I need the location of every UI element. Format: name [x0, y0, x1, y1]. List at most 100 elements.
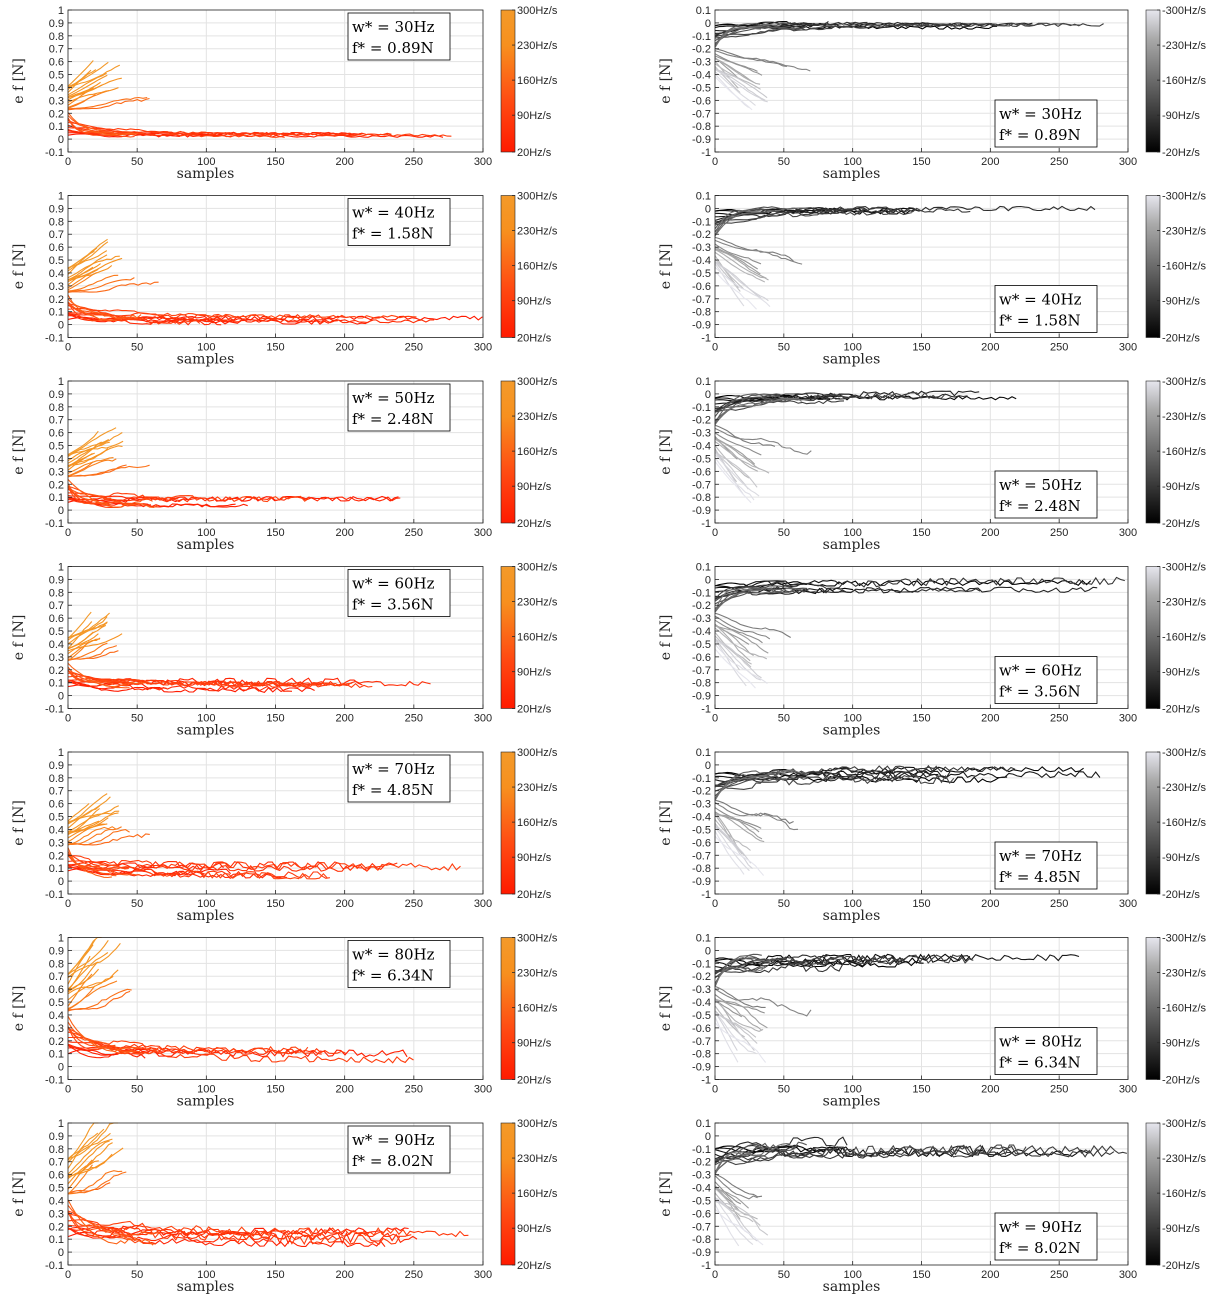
colorbar-label: 20Hz/s: [517, 889, 552, 901]
x-tick-label: 0: [65, 527, 71, 539]
annotation-box: [994, 656, 1098, 704]
annotation-w: w* = 70Hz: [999, 847, 1082, 865]
colorbar-label: -90Hz/s: [1162, 481, 1200, 493]
y-tick-label: 0.9: [49, 18, 64, 30]
y-tick-label: 0: [705, 945, 711, 957]
y-tick-label: -0.3: [692, 57, 711, 69]
colorbar-label: -160Hz/s: [1162, 261, 1207, 273]
annotation-box: [347, 754, 451, 803]
series-line: [714, 1145, 1128, 1163]
series-line: [714, 612, 791, 638]
colorbar: [500, 566, 516, 709]
x-tick-label: 0: [712, 713, 718, 725]
y-tick-label: 0: [705, 1131, 711, 1143]
y-tick-label: -1: [701, 889, 711, 901]
colorbar: [1145, 380, 1161, 524]
panel-right-1: 0 50 100 150 200 250 300 -1-0.9-0.8-0.7-0.6-0.5…: [658, 5, 1207, 182]
y-tick-label: -0.7: [692, 1036, 711, 1048]
y-tick-label: -0.9: [692, 691, 711, 703]
series-line: [67, 1153, 113, 1179]
y-tick-label: -0.2: [692, 44, 711, 56]
y-tick-label: 0.8: [49, 587, 64, 599]
colorbar-label: 160Hz/s: [517, 817, 558, 829]
colorbar-label: -230Hz/s: [1162, 40, 1207, 52]
y-tick-label: -0.6: [692, 466, 711, 478]
series-line: [714, 239, 803, 265]
y-tick-label: -0.7: [692, 108, 711, 120]
series-line: [714, 587, 765, 613]
series-line: [714, 261, 762, 299]
series-line: [67, 810, 120, 833]
x-tick-label: 150: [912, 1084, 930, 1096]
colorbar-label: -90Hz/s: [1162, 1223, 1200, 1235]
x-tick-label: 200: [335, 898, 353, 910]
series-line: [714, 246, 758, 270]
y-tick-label: 0.1: [49, 1049, 64, 1061]
x-tick-label: 150: [266, 713, 284, 725]
annotation-box: [347, 940, 451, 988]
x-axis-label: samples: [177, 1279, 235, 1295]
colorbar-label: -20Hz/s: [1162, 1075, 1200, 1087]
panel-left-2: 0 50 100 150 200 250 300-0.100.10.20.30.40.50.…: [11, 191, 558, 368]
y-tick-label: -0.1: [45, 1075, 64, 1087]
x-tick-label: 0: [712, 156, 718, 168]
x-tick-label: 0: [65, 1084, 71, 1096]
series-line: [714, 625, 769, 654]
x-tick-label: 50: [778, 1269, 790, 1281]
series-line: [67, 860, 398, 871]
y-tick-label: -0.7: [692, 665, 711, 677]
y-tick-label: -0.1: [692, 1144, 711, 1156]
colorbar-label: -300Hz/s: [1162, 933, 1207, 945]
colorbar-label: 90Hz/s: [517, 296, 552, 308]
x-axis-label: samples: [823, 1094, 881, 1110]
series-line: [67, 87, 119, 103]
x-tick-label: 300: [1119, 156, 1137, 168]
y-tick-label: 0.7: [49, 229, 64, 241]
y-tick-label: 0.7: [49, 415, 64, 427]
series-line: [67, 642, 108, 661]
colorbar-label: -160Hz/s: [1162, 1003, 1207, 1015]
series-line: [714, 643, 768, 684]
x-tick-label: 200: [981, 1084, 999, 1096]
colorbar-label: -230Hz/s: [1162, 782, 1207, 794]
x-tick-label: 200: [981, 1269, 999, 1281]
colorbar-label: -230Hz/s: [1162, 968, 1207, 980]
y-tick-label: -0.1: [45, 518, 64, 530]
y-tick-label: -0.8: [692, 1049, 711, 1061]
x-axis-label: samples: [823, 908, 881, 924]
series-line: [67, 855, 461, 872]
series-line: [67, 670, 353, 687]
series-line: [67, 680, 293, 692]
annotation-box: [994, 99, 1098, 148]
series-line: [67, 847, 112, 879]
x-tick-label: 0: [65, 898, 71, 910]
series-line: [714, 251, 766, 283]
series-line: [67, 97, 150, 111]
series-line: [714, 1011, 738, 1051]
y-tick-label: -0.4: [692, 812, 711, 824]
series-line: [67, 1211, 130, 1239]
series-lines: [714, 576, 1125, 689]
series-line: [714, 812, 765, 843]
series-line: [714, 638, 762, 679]
series-line: [714, 25, 798, 45]
y-tick-label: 0.4: [49, 1010, 64, 1022]
annotation-f: f* = 1.58N: [352, 225, 434, 243]
series-line: [67, 464, 150, 477]
x-tick-label: 50: [778, 898, 790, 910]
y-tick-label: -0.9: [692, 320, 711, 332]
x-tick-label: 250: [405, 342, 423, 354]
x-tick-label: 300: [474, 713, 492, 725]
series-line: [67, 633, 123, 652]
x-tick-label: 50: [131, 898, 143, 910]
x-axis-label: samples: [177, 908, 235, 924]
x-tick-label: 150: [266, 1084, 284, 1096]
x-tick-label: 300: [474, 898, 492, 910]
y-tick-label: 0.2: [49, 1036, 64, 1048]
series-lines: [67, 427, 401, 509]
series-line: [67, 268, 99, 289]
y-tick-label: 0.4: [49, 453, 64, 465]
x-tick-label: 300: [474, 1084, 492, 1096]
colorbar-label: -20Hz/s: [1162, 518, 1200, 530]
colorbar-label: 160Hz/s: [517, 446, 558, 458]
